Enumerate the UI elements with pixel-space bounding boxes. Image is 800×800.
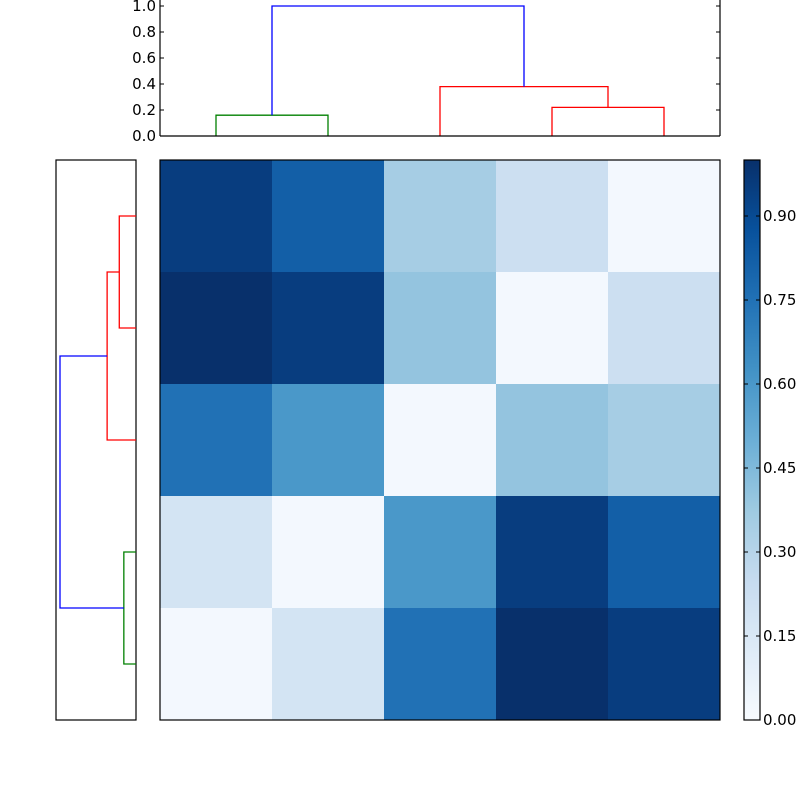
top-dendrogram-link-3 xyxy=(271,5,525,116)
heatmap-cell xyxy=(272,160,385,273)
heatmap-cell xyxy=(608,496,721,609)
left-dendrogram-link-0 xyxy=(123,551,136,665)
top-dendrogram-link-1 xyxy=(551,106,665,136)
heatmap-cell xyxy=(384,384,497,497)
left-dendrogram-link-3 xyxy=(59,355,124,609)
top-dendrogram-ytick-label: 0.4 xyxy=(132,75,156,93)
heatmap-cell xyxy=(496,160,609,273)
heatmap-cell xyxy=(272,608,385,721)
top-dendrogram: 0.0 0.2 0.4 0.6 0.8 1.0 xyxy=(132,0,721,145)
heatmap-cell xyxy=(608,608,721,721)
heatmap-cell xyxy=(496,608,609,721)
heatmap-cell xyxy=(496,384,609,497)
colorbar-tick-label: 0.45 xyxy=(763,459,796,477)
colorbar-tick-label: 0.75 xyxy=(763,291,796,309)
colorbar: 0.00 0.15 0.30 0.45 0.60 0.75 0.90 xyxy=(743,159,796,729)
colorbar-tick-label: 0.60 xyxy=(763,375,796,393)
heatmap-cell xyxy=(160,496,273,609)
heatmap-cell xyxy=(272,496,385,609)
heatmap-cell xyxy=(160,608,273,721)
heatmap-cell xyxy=(272,384,385,497)
colorbar-tick-label: 0.90 xyxy=(763,207,796,225)
heatmap-cell xyxy=(496,272,609,385)
top-dendrogram-ytick-label: 0.2 xyxy=(132,101,156,119)
left-dendrogram-link-2 xyxy=(106,271,136,441)
left-dendrogram xyxy=(55,159,137,721)
heatmap-cell xyxy=(384,608,497,721)
heatmap-cell xyxy=(160,384,273,497)
left-dendrogram-link-1 xyxy=(118,215,136,329)
top-dendrogram-ytick-label: 0.6 xyxy=(132,49,156,67)
colorbar-tick-label: 0.00 xyxy=(763,711,796,729)
heatmap-cell xyxy=(160,160,273,273)
top-dendrogram-ytick-label: 0.8 xyxy=(132,23,156,41)
heatmap-cell xyxy=(608,160,721,273)
heatmap-cell xyxy=(496,496,609,609)
heatmap-cell xyxy=(384,496,497,609)
heatmap-cell xyxy=(608,384,721,497)
heatmap-cell xyxy=(272,272,385,385)
heatmap-cell xyxy=(384,272,497,385)
colorbar-tick-label: 0.30 xyxy=(763,543,796,561)
heatmap-cell xyxy=(384,160,497,273)
heatmap-cell xyxy=(160,272,273,385)
heatmap xyxy=(159,159,721,721)
top-dendrogram-link-2 xyxy=(439,85,609,136)
colorbar-tick-label: 0.15 xyxy=(763,627,796,645)
top-dendrogram-ytick-label: 1.0 xyxy=(132,0,156,15)
top-dendrogram-ytick-label: 0.0 xyxy=(132,127,156,145)
top-dendrogram-link-0 xyxy=(215,114,329,136)
heatmap-cell xyxy=(608,272,721,385)
heatmap-frame xyxy=(159,159,721,721)
